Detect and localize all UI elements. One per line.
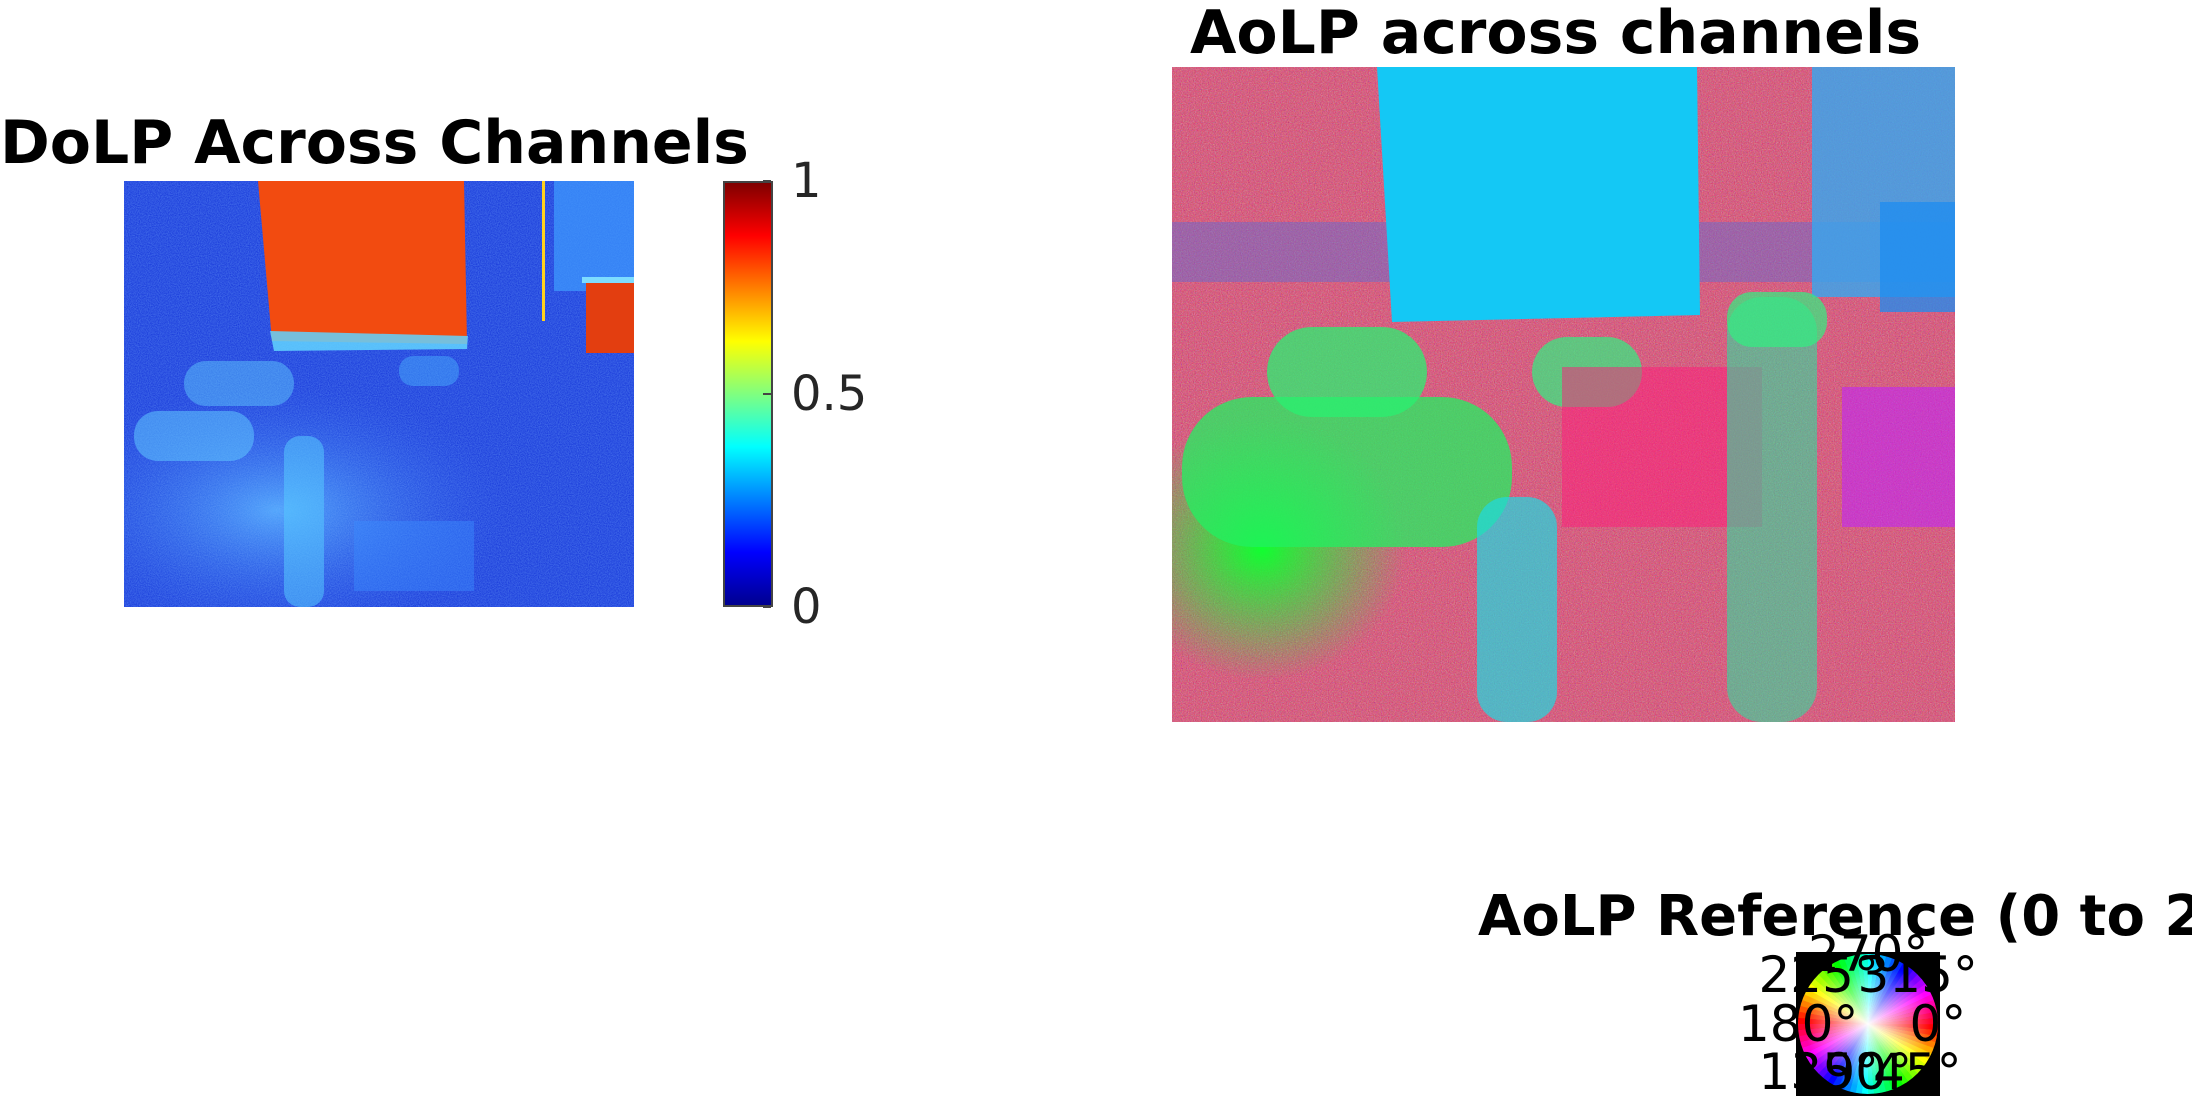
- colorbar-tick-label: 0.5: [791, 366, 868, 422]
- aolp-angle-label: 270°: [1808, 925, 1929, 983]
- colorbar-tick-mark: [763, 180, 771, 182]
- aolp-angle-label: 180°: [1738, 995, 1859, 1053]
- colorbar-tick-mark: [763, 606, 771, 608]
- dolp-heatmap-image: [124, 181, 634, 607]
- aolp-angle-label: 0°: [1909, 995, 1967, 1053]
- dolp-chart-title: DoLP Across Channels: [0, 108, 749, 178]
- aolp-chart-title: AoLP across channels: [1190, 0, 1922, 68]
- aolp-angle-label: 315°: [1857, 945, 1978, 1004]
- colorbar-tick-label: 0: [791, 579, 822, 635]
- aolp-angle-label: 45°: [1872, 1043, 1962, 1101]
- aolp-heatmap-image: [1172, 67, 1955, 722]
- colorbar-tick-label: 1: [791, 153, 822, 209]
- aolp-angle-label: 90°: [1823, 1043, 1913, 1101]
- colorbar-tick-mark: [763, 393, 771, 395]
- aolp-reference-title: AoLP Reference (0 to 2: [1478, 884, 2192, 949]
- aolp-angle-label: 135°: [1758, 1043, 1879, 1101]
- aolp-angle-label: 225°: [1758, 945, 1879, 1004]
- aolp-reference-wheel: [1796, 952, 1940, 1096]
